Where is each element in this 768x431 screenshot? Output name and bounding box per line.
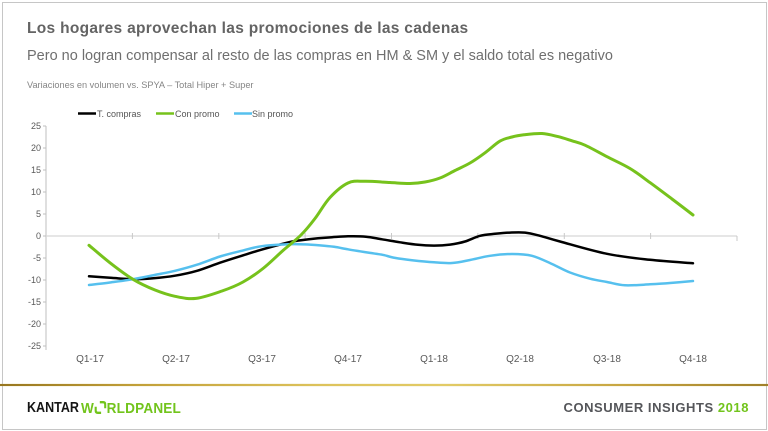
svg-text:5: 5 (36, 209, 41, 219)
svg-text:-10: -10 (28, 275, 41, 285)
svg-text:Q4-18: Q4-18 (679, 354, 707, 365)
svg-text:Q2-18: Q2-18 (506, 354, 534, 365)
svg-text:T. compras: T. compras (97, 109, 142, 119)
svg-text:Q2-17: Q2-17 (162, 354, 190, 365)
svg-text:25: 25 (31, 121, 41, 131)
svg-text:Q3-18: Q3-18 (593, 354, 621, 365)
svg-text:Con promo: Con promo (175, 109, 220, 119)
svg-text:-15: -15 (28, 297, 41, 307)
svg-text:-25: -25 (28, 341, 41, 351)
svg-text:20: 20 (31, 143, 41, 153)
svg-text:Q3-17: Q3-17 (248, 354, 276, 365)
svg-text:0: 0 (36, 231, 41, 241)
svg-text:Q1-18: Q1-18 (420, 354, 448, 365)
svg-text:15: 15 (31, 165, 41, 175)
svg-text:-20: -20 (28, 319, 41, 329)
svg-text:-5: -5 (33, 253, 41, 263)
svg-text:Q4-17: Q4-17 (334, 354, 362, 365)
svg-text:Q1-17: Q1-17 (76, 354, 104, 365)
svg-text:10: 10 (31, 187, 41, 197)
svg-text:Sin promo: Sin promo (252, 109, 293, 119)
